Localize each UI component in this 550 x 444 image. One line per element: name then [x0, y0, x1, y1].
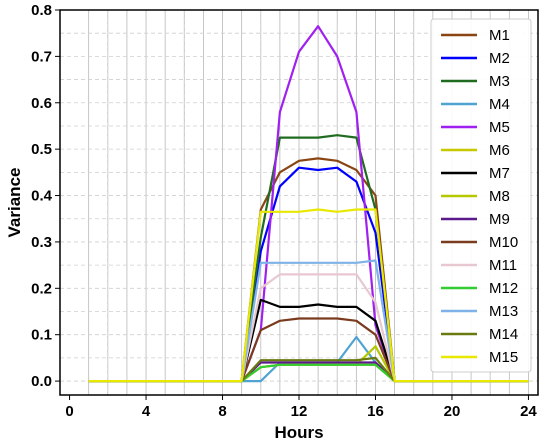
- legend-label-m11: M11: [489, 257, 517, 274]
- y-tick-label: 0.6: [31, 95, 52, 112]
- legend-box: [430, 18, 532, 373]
- x-tick-label: 4: [142, 403, 151, 420]
- y-tick-label: 0.4: [31, 188, 53, 205]
- y-tick-label: 0.7: [31, 48, 52, 65]
- legend-label-m8: M8: [489, 188, 510, 205]
- legend-label-m14: M14: [489, 326, 518, 343]
- y-tick-label: 0.5: [31, 141, 52, 158]
- y-tick-label: 0.1: [31, 327, 52, 344]
- legend-label-m4: M4: [489, 96, 510, 113]
- legend-label-m15: M15: [489, 349, 518, 366]
- x-tick-label: 12: [291, 403, 308, 420]
- legend-label-m2: M2: [489, 50, 510, 67]
- y-tick-label: 0.2: [31, 280, 52, 297]
- legend-label-m9: M9: [489, 211, 510, 228]
- y-tick-label: 0.8: [31, 2, 52, 19]
- y-axis-ticks: 0.0 0.1 0.2 0.3 0.4 0.5 0.6 0.7 0.8: [31, 2, 60, 390]
- x-axis-ticks: 0 4 8 12 16 20 24: [65, 395, 537, 420]
- x-tick-label: 0: [65, 403, 73, 420]
- legend-label-m5: M5: [489, 119, 510, 136]
- y-tick-label: 0.3: [31, 234, 52, 251]
- legend-label-m10: M10: [489, 234, 518, 251]
- legend-label-m13: M13: [489, 303, 518, 320]
- x-tick-label: 20: [444, 403, 461, 420]
- y-tick-label: 0.0: [31, 373, 52, 390]
- series-line-m15: [88, 208, 529, 383]
- legend: M1 M2 M3 M4 M5 M6 M7 M8 M9 M10 M11 M12 M13 M14 M15: [430, 18, 532, 373]
- series-lines: [88, 25, 529, 383]
- legend-label-m1: M1: [489, 27, 510, 44]
- x-tick-label: 24: [520, 403, 537, 420]
- x-tick-label: 8: [218, 403, 226, 420]
- y-axis-label: Variance: [5, 168, 24, 238]
- legend-label-m12: M12: [489, 280, 518, 297]
- legend-label-m6: M6: [489, 142, 510, 159]
- x-axis-label: Hours: [274, 423, 323, 442]
- legend-label-m3: M3: [489, 73, 510, 90]
- x-tick-label: 16: [367, 403, 384, 420]
- legend-label-m7: M7: [489, 165, 510, 182]
